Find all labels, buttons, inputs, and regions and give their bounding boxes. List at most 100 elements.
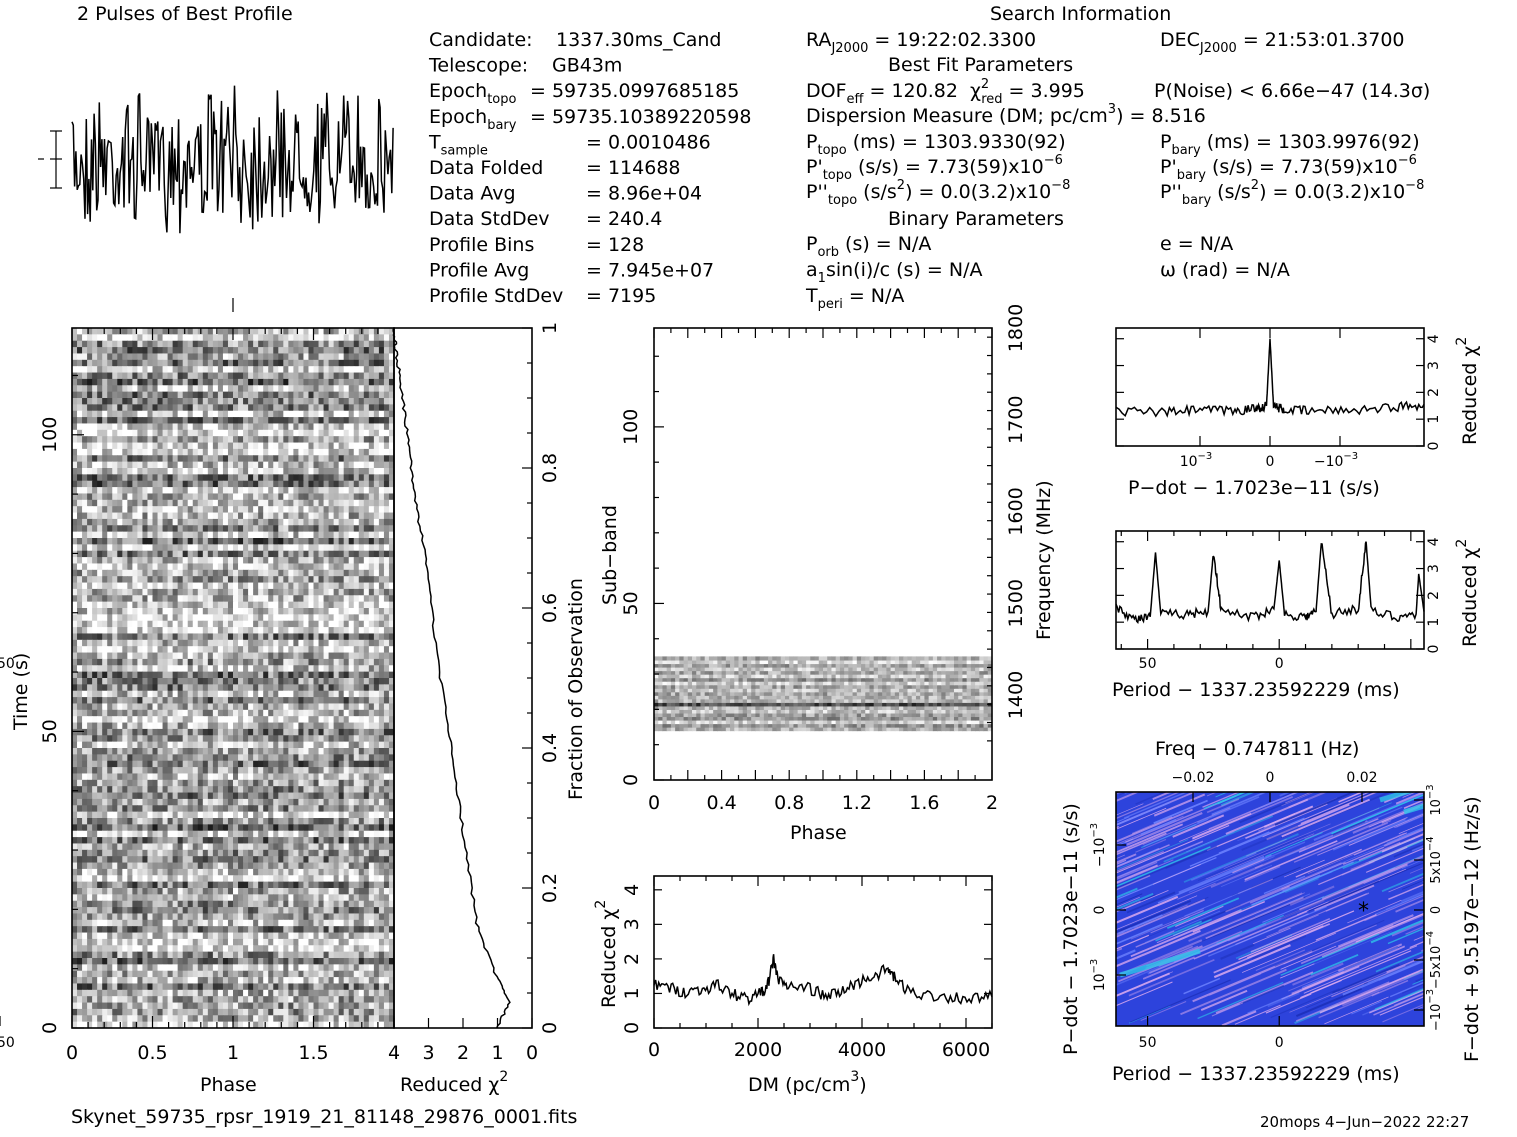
time-phase-cell: [349, 455, 355, 462]
time-phase-cell: [339, 672, 345, 679]
time-phase-cell: [158, 334, 164, 341]
time-phase-cell: [193, 678, 199, 685]
time-phase-cell: [97, 366, 103, 373]
time-phase-cell: [92, 576, 98, 583]
time-phase-cell: [369, 659, 375, 666]
time-phase-cell: [147, 481, 153, 488]
time-phase-cell: [324, 525, 330, 532]
time-phase-cell: [339, 748, 345, 755]
time-phase-cell: [379, 449, 385, 456]
time-phase-cell: [334, 455, 340, 462]
time-phase-cell: [168, 474, 174, 481]
time-phase-cell: [379, 646, 385, 653]
time-phase-cell: [314, 493, 320, 500]
time-phase-cell: [87, 716, 93, 723]
time-phase-cell: [193, 767, 199, 774]
time-phase-cell: [354, 449, 360, 456]
time-phase-cell: [364, 436, 370, 443]
time-phase-cell: [243, 373, 249, 380]
time-phase-cell: [359, 423, 365, 430]
time-phase-cell: [223, 347, 229, 354]
time-phase-cell: [147, 379, 153, 386]
time-phase-cell: [283, 481, 289, 488]
time-phase-cell: [248, 754, 254, 761]
time-phase-cell: [253, 608, 259, 615]
time-phase-cell: [228, 633, 234, 640]
time-phase-cell: [193, 519, 199, 526]
time-phase-cell: [253, 761, 259, 768]
time-phase-cell: [349, 538, 355, 545]
time-phase-cell: [158, 519, 164, 526]
time-phase-cell: [72, 513, 78, 520]
time-phase-cell: [258, 455, 264, 462]
time-phase-cell: [344, 436, 350, 443]
time-phase-cell: [127, 799, 133, 806]
time-phase-cell: [233, 659, 239, 666]
time-phase-cell: [82, 805, 88, 812]
time-phase-cell: [384, 404, 390, 411]
time-phase-cell: [384, 646, 390, 653]
time-phase-cell: [77, 436, 83, 443]
time-phase-cell: [77, 481, 83, 488]
time-phase-cell: [298, 430, 304, 437]
time-phase-cell: [107, 373, 113, 380]
time-phase-cell: [374, 557, 380, 564]
time-phase-cell: [263, 506, 269, 513]
time-phase-cell: [344, 513, 350, 520]
time-phase-cell: [263, 576, 269, 583]
time-phase-cell: [308, 398, 314, 405]
time-phase-cell: [147, 786, 153, 793]
time-phase-cell: [127, 538, 133, 545]
time-phase-cell: [379, 691, 385, 698]
time-phase-cell: [173, 583, 179, 590]
time-phase-cell: [248, 773, 254, 780]
time-phase-cell: [298, 805, 304, 812]
time-phase-cell: [112, 576, 118, 583]
time-phase-cell: [268, 398, 274, 405]
time-phase-cell: [369, 748, 375, 755]
time-phase-cell: [183, 551, 189, 558]
time-phase-cell: [153, 360, 159, 367]
time-phase-cell: [329, 513, 335, 520]
time-phase-cell: [142, 691, 148, 698]
time-phase-cell: [203, 468, 209, 475]
time-phase-cell: [243, 379, 249, 386]
time-phase-cell: [288, 767, 294, 774]
time-phase-cell: [228, 697, 234, 704]
time-phase-cell: [238, 646, 244, 653]
time-phase-cell: [82, 513, 88, 520]
time-phase-cell: [308, 474, 314, 481]
time-phase-cell: [298, 653, 304, 660]
info-left-label-text: Candidate:: [429, 29, 533, 51]
time-phase-cell: [213, 735, 219, 742]
time-phase-cell: [188, 436, 194, 443]
time-phase-cell: [87, 653, 93, 660]
time-phase-cell: [314, 481, 320, 488]
time-phase-cell: [339, 404, 345, 411]
time-phase-cell: [97, 500, 103, 507]
time-phase-cell: [354, 513, 360, 520]
time-phase-cell: [293, 525, 299, 532]
time-phase-cell: [178, 684, 184, 691]
time-phase-cell: [344, 805, 350, 812]
time-phase-cell: [238, 633, 244, 640]
time-phase-cell: [293, 672, 299, 679]
time-phase-cell: [283, 551, 289, 558]
time-phase-cell: [137, 589, 143, 596]
time-phase-cell: [334, 595, 340, 602]
time-phase-cell: [293, 780, 299, 787]
time-phase-cell: [112, 551, 118, 558]
time-phase-cell: [102, 621, 108, 628]
time-phase-cell: [308, 773, 314, 780]
time-phase-cell: [77, 653, 83, 660]
time-phase-cell: [218, 754, 224, 761]
time-phase-cell: [334, 366, 340, 373]
time-phase-cell: [354, 519, 360, 526]
time-phase-cell: [107, 773, 113, 780]
time-phase-cell: [112, 773, 118, 780]
time-phase-cell: [298, 691, 304, 698]
time-phase-cell: [324, 754, 330, 761]
time-phase-cell: [112, 589, 118, 596]
time-phase-cell: [303, 385, 309, 392]
time-phase-cell: [173, 385, 179, 392]
